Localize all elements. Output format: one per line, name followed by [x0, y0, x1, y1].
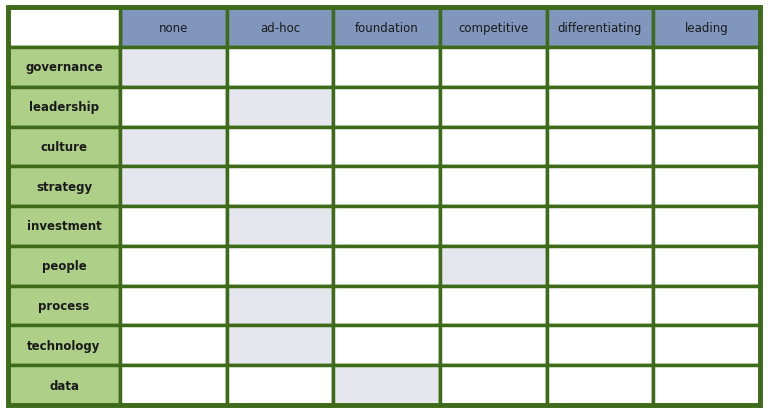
Text: data: data — [49, 379, 79, 392]
Bar — [120, 366, 227, 405]
Bar — [440, 167, 547, 206]
Bar — [440, 8, 547, 48]
Bar — [227, 326, 333, 366]
Bar — [547, 286, 654, 326]
Text: process: process — [38, 299, 90, 312]
Bar — [120, 8, 227, 48]
Bar — [440, 286, 547, 326]
Bar — [654, 127, 760, 167]
Text: strategy: strategy — [36, 180, 92, 193]
Bar — [227, 8, 333, 48]
Text: investment: investment — [27, 220, 101, 233]
Bar — [654, 88, 760, 127]
Bar — [8, 206, 120, 246]
Bar — [333, 286, 440, 326]
Bar — [333, 326, 440, 366]
Bar — [333, 167, 440, 206]
Bar — [120, 127, 227, 167]
Bar — [227, 88, 333, 127]
Bar — [440, 48, 547, 88]
Bar — [440, 88, 547, 127]
Bar — [654, 48, 760, 88]
Bar — [333, 88, 440, 127]
Bar — [227, 206, 333, 246]
Bar — [8, 366, 120, 405]
Bar — [120, 88, 227, 127]
Bar — [120, 246, 227, 286]
Bar — [547, 48, 654, 88]
Bar — [440, 326, 547, 366]
Text: differentiating: differentiating — [558, 21, 642, 34]
Bar — [654, 167, 760, 206]
Bar — [440, 206, 547, 246]
Bar — [333, 48, 440, 88]
Bar — [654, 206, 760, 246]
Bar — [654, 246, 760, 286]
Bar — [654, 366, 760, 405]
Bar — [8, 246, 120, 286]
Bar — [333, 366, 440, 405]
Text: competitive: competitive — [458, 21, 528, 34]
Text: foundation: foundation — [355, 21, 419, 34]
Bar — [8, 286, 120, 326]
Bar — [120, 286, 227, 326]
Text: ad-hoc: ad-hoc — [260, 21, 300, 34]
Text: none: none — [159, 21, 188, 34]
Bar — [333, 8, 440, 48]
Bar — [333, 127, 440, 167]
Bar — [227, 48, 333, 88]
Bar — [120, 326, 227, 366]
Bar — [547, 366, 654, 405]
Bar — [120, 48, 227, 88]
Bar — [547, 88, 654, 127]
Bar — [547, 8, 654, 48]
Text: technology: technology — [28, 339, 101, 352]
Text: governance: governance — [25, 61, 103, 74]
Bar — [547, 326, 654, 366]
Text: leading: leading — [685, 21, 729, 34]
Bar — [547, 246, 654, 286]
Bar — [227, 286, 333, 326]
Bar — [227, 167, 333, 206]
Bar — [333, 246, 440, 286]
Text: people: people — [41, 260, 86, 273]
Bar — [8, 127, 120, 167]
Bar — [333, 206, 440, 246]
Bar — [8, 326, 120, 366]
Bar — [654, 286, 760, 326]
Bar — [654, 8, 760, 48]
Bar — [547, 167, 654, 206]
Bar — [227, 366, 333, 405]
Bar — [227, 246, 333, 286]
Bar — [8, 8, 120, 48]
Bar — [440, 127, 547, 167]
Text: culture: culture — [41, 140, 88, 154]
Bar — [440, 366, 547, 405]
Bar — [547, 127, 654, 167]
Bar — [654, 326, 760, 366]
Bar — [227, 127, 333, 167]
Bar — [8, 48, 120, 88]
Bar — [120, 206, 227, 246]
Bar — [547, 206, 654, 246]
Bar — [120, 167, 227, 206]
Text: leadership: leadership — [29, 101, 99, 114]
Bar — [8, 88, 120, 127]
Bar — [8, 167, 120, 206]
Bar — [440, 246, 547, 286]
